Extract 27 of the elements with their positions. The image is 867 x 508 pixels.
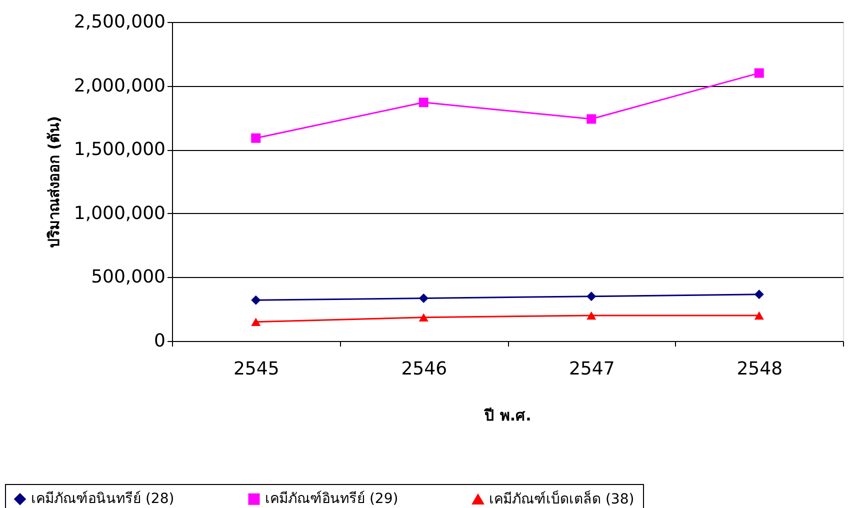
point [586,292,596,302]
point [418,294,428,303]
point [418,313,428,322]
point [251,133,261,143]
x-tick-label: 2546 [401,358,448,380]
y-tick-label: 1,500,000 [74,139,166,160]
legend-label: เคมีภัณฑ์เบ็ดเตล็ด (38) [489,489,634,508]
point [251,295,261,305]
point [754,68,764,78]
y-tick-label: 2,500,000 [74,12,166,32]
y-axis-title: ปริมาณส่งออก (ตัน) [44,116,63,248]
point [418,98,428,108]
legend-label: เคมีภัณฑ์อินทรีย์ (29) [265,490,398,508]
y-tick-label: 0 [154,330,166,352]
point [754,311,764,320]
y-tick-label: 2,000,000 [74,75,166,96]
y-tick-label: 500,000 [91,266,166,288]
point [586,311,596,320]
x-tick-label: 2547 [568,358,615,380]
x-axis-title: ปี พ.ศ. [484,406,532,424]
legend-label: เคมีภัณฑ์อนินทรีย์ (28) [31,490,174,508]
x-tick-label: 2545 [233,358,280,380]
x-tick-label: 2548 [736,358,783,380]
point [754,290,764,300]
y-tick-label: 1,000,000 [74,202,166,224]
point [586,114,596,124]
point [251,318,261,326]
